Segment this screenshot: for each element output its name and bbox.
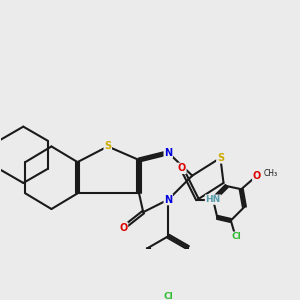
Text: O: O [178,163,186,173]
Text: O: O [253,171,261,181]
Text: O: O [119,223,128,233]
Text: CH₃: CH₃ [264,169,278,178]
Text: S: S [104,141,111,152]
Text: N: N [164,195,172,205]
Text: Cl: Cl [164,292,173,300]
Text: Cl: Cl [231,232,241,241]
Text: HN: HN [206,195,221,204]
Text: S: S [217,153,224,163]
Text: N: N [164,148,172,158]
